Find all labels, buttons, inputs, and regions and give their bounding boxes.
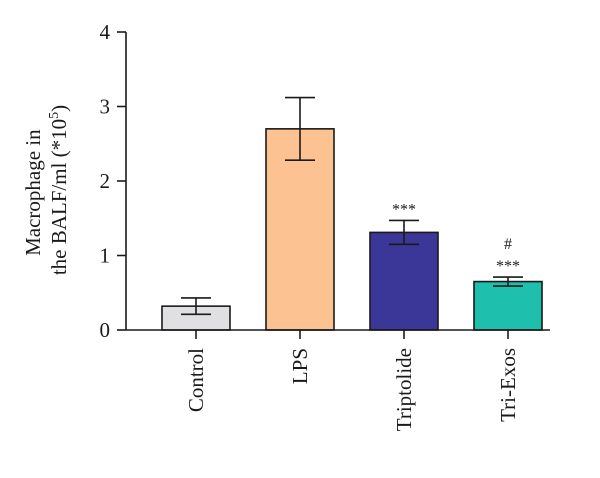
y-axis-label-exponent: 5: [47, 112, 62, 119]
x-axis: Control LPS Triptolide Tri-Exos: [126, 329, 550, 431]
y-axis-label-line2: the BALF/ml (*10: [47, 119, 71, 275]
y-tick-label: 4: [100, 20, 111, 44]
significance-mark: ***: [496, 258, 520, 275]
error-bars: [181, 96, 523, 316]
y-axis-label-suffix: ): [47, 105, 71, 112]
bars: [161, 128, 543, 331]
x-tick-label: Control: [184, 348, 208, 412]
bar: [265, 128, 335, 331]
y-axis: 0 1 2 3 4: [100, 20, 127, 342]
x-tick-label: Tri-Exos: [496, 348, 520, 422]
bar: [473, 280, 543, 331]
significance-mark: ***: [392, 201, 416, 218]
y-tick-label: 2: [100, 169, 111, 193]
x-tick-label: LPS: [288, 348, 312, 384]
bar: [369, 231, 439, 331]
significance-mark: #: [504, 236, 512, 253]
y-tick-label: 3: [100, 95, 111, 119]
y-tick-label: 0: [100, 318, 111, 342]
significance-annotations: *** # ***: [392, 201, 520, 275]
y-tick-label: 1: [100, 244, 111, 268]
x-tick-label: Triptolide: [392, 348, 416, 431]
y-axis-label: Macrophage in the BALF/ml (*105): [21, 105, 71, 275]
y-axis-label-line1: Macrophage in: [21, 129, 45, 256]
